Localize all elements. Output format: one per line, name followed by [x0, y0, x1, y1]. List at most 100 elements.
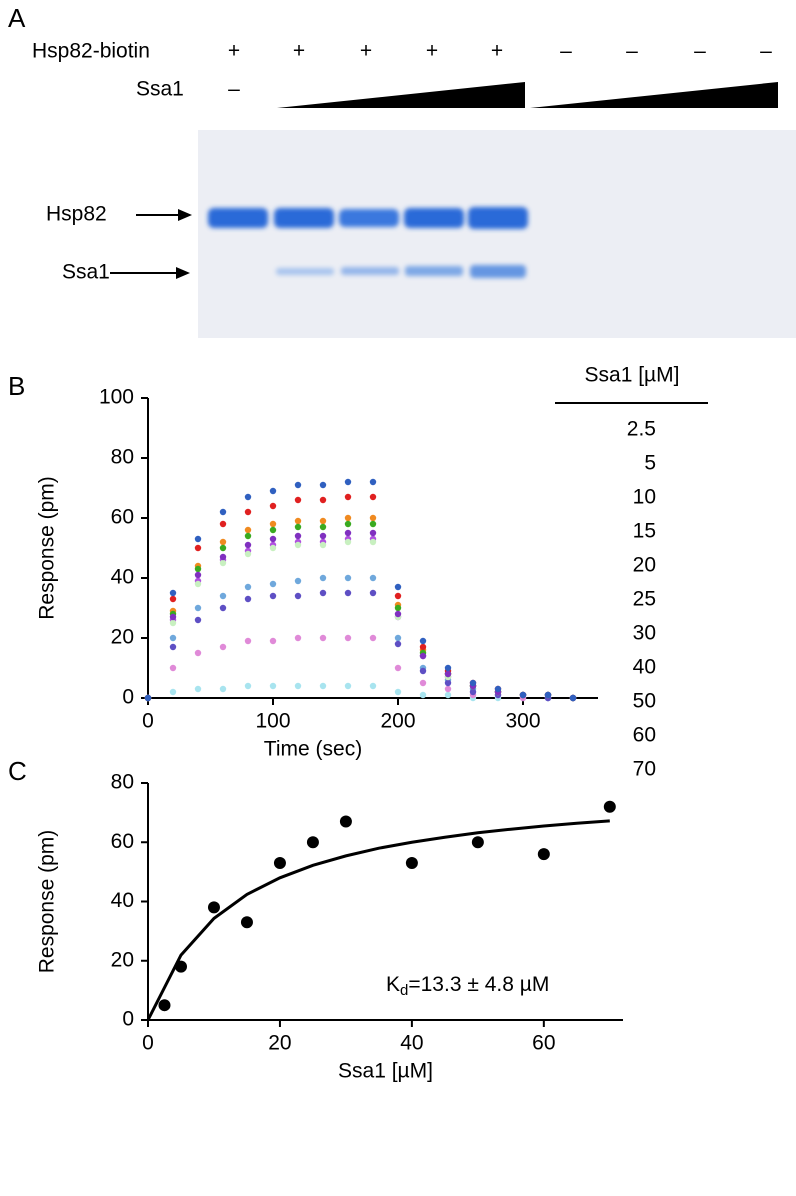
- y-tick-label: 0: [122, 1008, 134, 1031]
- data-point: [394, 610, 402, 618]
- data-point: [169, 643, 177, 651]
- data-point: [469, 688, 477, 696]
- y-tick-label: 0: [122, 686, 134, 709]
- data-point: [344, 634, 352, 642]
- data-point: [294, 541, 302, 549]
- data-point: [344, 478, 352, 486]
- sign: –: [694, 40, 706, 63]
- data-point: [344, 493, 352, 501]
- data-point: [244, 532, 252, 540]
- data-point: [219, 604, 227, 612]
- sign: –: [626, 40, 638, 63]
- x-tick-label: 0: [142, 710, 154, 733]
- x-tick-label: 300: [505, 710, 540, 733]
- wedge: [277, 82, 525, 108]
- data-point: [394, 664, 402, 672]
- y-tick-label: 80: [111, 446, 134, 469]
- x-tick-label: 40: [400, 1032, 423, 1055]
- data-point: [369, 574, 377, 582]
- data-point: [405, 856, 418, 869]
- x-tick-label: 20: [268, 1032, 291, 1055]
- row-label: Ssa1: [136, 78, 184, 101]
- data-point: [494, 685, 502, 693]
- data-point: [219, 544, 227, 552]
- data-point: [519, 691, 527, 699]
- data-point: [169, 688, 177, 696]
- sign: +: [360, 40, 372, 63]
- data-point: [169, 664, 177, 672]
- data-point: [369, 634, 377, 642]
- data-point: [369, 682, 377, 690]
- data-point: [244, 595, 252, 603]
- legend-entry: 20: [633, 554, 656, 577]
- x-tick-label: 200: [380, 710, 415, 733]
- y-tick-label: 80: [111, 771, 134, 794]
- data-point: [294, 577, 302, 585]
- band-label: Ssa1: [62, 261, 110, 284]
- data-point: [219, 538, 227, 546]
- sign: +: [426, 40, 438, 63]
- data-point: [244, 550, 252, 558]
- legend-entry: 50: [633, 690, 656, 713]
- panel-label: B: [8, 371, 25, 401]
- data-point: [207, 901, 220, 914]
- sign: –: [560, 40, 572, 63]
- data-point: [244, 526, 252, 534]
- data-point: [537, 848, 550, 861]
- data-point: [294, 634, 302, 642]
- data-point: [269, 502, 277, 510]
- data-point: [319, 481, 327, 489]
- data-point: [394, 592, 402, 600]
- data-point: [419, 643, 427, 651]
- data-point: [158, 999, 171, 1012]
- data-point: [469, 679, 477, 687]
- data-point: [174, 960, 187, 973]
- data-point: [194, 535, 202, 543]
- data-point: [339, 815, 352, 828]
- data-point: [244, 583, 252, 591]
- data-point: [344, 574, 352, 582]
- band-label: Hsp82: [46, 203, 107, 226]
- data-point: [194, 649, 202, 657]
- data-point: [244, 541, 252, 549]
- data-point: [319, 634, 327, 642]
- legend-entry: 30: [633, 622, 656, 645]
- sign: –: [228, 78, 240, 101]
- y-tick-label: 20: [111, 626, 134, 649]
- data-point: [244, 682, 252, 690]
- y-tick-label: 20: [111, 948, 134, 971]
- data-point: [240, 916, 253, 929]
- bands: [208, 207, 528, 278]
- data-point: [319, 589, 327, 597]
- legend-title: Ssa1 [µM]: [585, 364, 680, 387]
- gel: [198, 130, 796, 338]
- y-axis-label: Response (pm): [36, 476, 59, 620]
- data-point: [369, 538, 377, 546]
- legend-entry: 10: [633, 486, 656, 509]
- data-point: [344, 682, 352, 690]
- data-point: [319, 682, 327, 690]
- row-label: Hsp82-biotin: [32, 40, 150, 63]
- fit-curve: [146, 819, 610, 1021]
- data-point: [269, 682, 277, 690]
- data-point: [269, 637, 277, 645]
- data-point: [194, 580, 202, 588]
- data-point: [569, 694, 577, 702]
- data-point: [419, 652, 427, 660]
- data-point: [444, 670, 452, 678]
- data-point: [344, 529, 352, 537]
- data-point: [369, 529, 377, 537]
- data-point: [219, 520, 227, 528]
- data-point: [269, 592, 277, 600]
- data-point: [219, 553, 227, 561]
- data-point: [194, 565, 202, 573]
- data-point: [219, 592, 227, 600]
- data-point: [319, 541, 327, 549]
- data-point: [319, 496, 327, 504]
- data-point: [444, 679, 452, 687]
- y-tick-label: 40: [111, 889, 134, 912]
- panel-label: A: [8, 3, 26, 33]
- data-point: [419, 667, 427, 675]
- data-point: [344, 514, 352, 522]
- data-point: [244, 637, 252, 645]
